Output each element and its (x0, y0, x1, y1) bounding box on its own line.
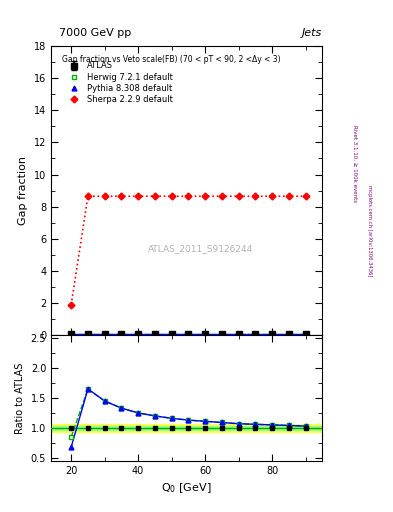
Pythia 8.308 default (119, 331, 124, 337)
Herwig 7.2.1 default (203, 331, 208, 337)
Pythia 8.308 default (203, 331, 208, 337)
Herwig 7.2.1 default (219, 331, 224, 337)
Herwig 7.2.1 default (169, 331, 174, 337)
Pythia 8.308 default (136, 331, 140, 337)
Sherpa 2.2.9 default (169, 193, 174, 199)
Pythia 8.308 default (86, 331, 90, 337)
Sherpa 2.2.9 default (136, 193, 140, 199)
Text: Gap fraction vs Veto scale(FB) (70 < pT < 90, 2 <Δy < 3): Gap fraction vs Veto scale(FB) (70 < pT … (62, 55, 281, 64)
Sherpa 2.2.9 default (86, 193, 90, 199)
Herwig 7.2.1 default (136, 331, 140, 337)
Legend: ATLAS, Herwig 7.2.1 default, Pythia 8.308 default, Sherpa 2.2.9 default: ATLAS, Herwig 7.2.1 default, Pythia 8.30… (61, 59, 176, 106)
Sherpa 2.2.9 default (303, 193, 308, 199)
Herwig 7.2.1 default (186, 331, 191, 337)
Pythia 8.308 default (169, 331, 174, 337)
Text: 7000 GeV pp: 7000 GeV pp (59, 28, 131, 38)
Pythia 8.308 default (236, 331, 241, 337)
Text: ATLAS_2011_S9126244: ATLAS_2011_S9126244 (148, 244, 253, 253)
Line: Herwig 7.2.1 default: Herwig 7.2.1 default (69, 332, 308, 337)
Pythia 8.308 default (253, 331, 258, 337)
Sherpa 2.2.9 default (186, 193, 191, 199)
Herwig 7.2.1 default (119, 331, 124, 337)
Herwig 7.2.1 default (152, 331, 157, 337)
Pythia 8.308 default (219, 331, 224, 337)
Text: Jets: Jets (302, 28, 322, 38)
Herwig 7.2.1 default (86, 331, 90, 337)
Sherpa 2.2.9 default (219, 193, 224, 199)
Herwig 7.2.1 default (102, 331, 107, 337)
Pythia 8.308 default (102, 331, 107, 337)
Text: mcplots.cern.ch [arXiv:1306.3436]: mcplots.cern.ch [arXiv:1306.3436] (367, 185, 373, 276)
Sherpa 2.2.9 default (236, 193, 241, 199)
Sherpa 2.2.9 default (69, 302, 73, 308)
Pythia 8.308 default (303, 331, 308, 337)
Sherpa 2.2.9 default (286, 193, 291, 199)
Sherpa 2.2.9 default (253, 193, 258, 199)
Y-axis label: Gap fraction: Gap fraction (18, 156, 28, 225)
Sherpa 2.2.9 default (203, 193, 208, 199)
Pythia 8.308 default (186, 331, 191, 337)
Pythia 8.308 default (286, 331, 291, 337)
Herwig 7.2.1 default (286, 331, 291, 337)
Line: Sherpa 2.2.9 default: Sherpa 2.2.9 default (69, 194, 308, 307)
Line: Pythia 8.308 default: Pythia 8.308 default (69, 332, 308, 337)
Pythia 8.308 default (152, 331, 157, 337)
Text: Rivet 3.1.10, ≥ 100k events: Rivet 3.1.10, ≥ 100k events (352, 125, 357, 202)
Herwig 7.2.1 default (69, 331, 73, 337)
Sherpa 2.2.9 default (152, 193, 157, 199)
Herwig 7.2.1 default (270, 331, 274, 337)
Herwig 7.2.1 default (253, 331, 258, 337)
Sherpa 2.2.9 default (119, 193, 124, 199)
Y-axis label: Ratio to ATLAS: Ratio to ATLAS (15, 362, 25, 434)
Herwig 7.2.1 default (236, 331, 241, 337)
Sherpa 2.2.9 default (102, 193, 107, 199)
Pythia 8.308 default (270, 331, 274, 337)
X-axis label: Q$_0$ [GeV]: Q$_0$ [GeV] (162, 481, 212, 495)
Herwig 7.2.1 default (303, 331, 308, 337)
Pythia 8.308 default (69, 331, 73, 337)
Sherpa 2.2.9 default (270, 193, 274, 199)
